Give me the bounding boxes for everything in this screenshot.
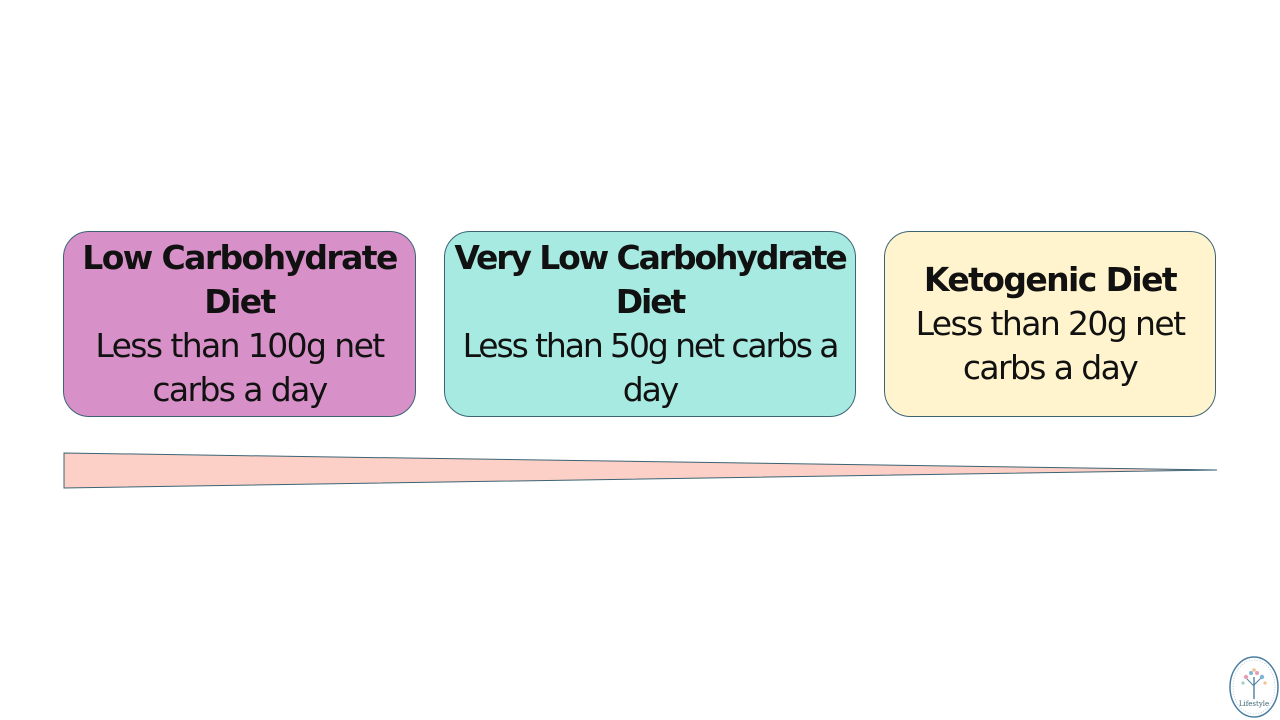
card-title: Ketogenic Diet: [923, 260, 1178, 299]
card-description: Less than 100g net carbs a day: [95, 326, 385, 409]
card-description: Less than 50g net carbs a day: [462, 326, 840, 409]
logo-text: Lifestyle: [1239, 700, 1269, 708]
card-low-carbohydrate-diet: Low Carbohydrate Diet Less than 100g net…: [63, 231, 416, 417]
card-description: Less than 20g net carbs a day: [915, 304, 1186, 387]
card-very-low-carbohydrate-diet: Very Low Carbohydrate Diet Less than 50g…: [444, 231, 856, 417]
card-title: Very Low Carbohydrate Diet: [454, 238, 847, 321]
wedge-shape: [63, 452, 1218, 489]
card-title: Low Carbohydrate Diet: [82, 238, 398, 321]
tree-logo-icon: Lifestyle: [1229, 656, 1279, 718]
card-ketogenic-diet: Ketogenic Diet Less than 20g net carbs a…: [884, 231, 1216, 417]
